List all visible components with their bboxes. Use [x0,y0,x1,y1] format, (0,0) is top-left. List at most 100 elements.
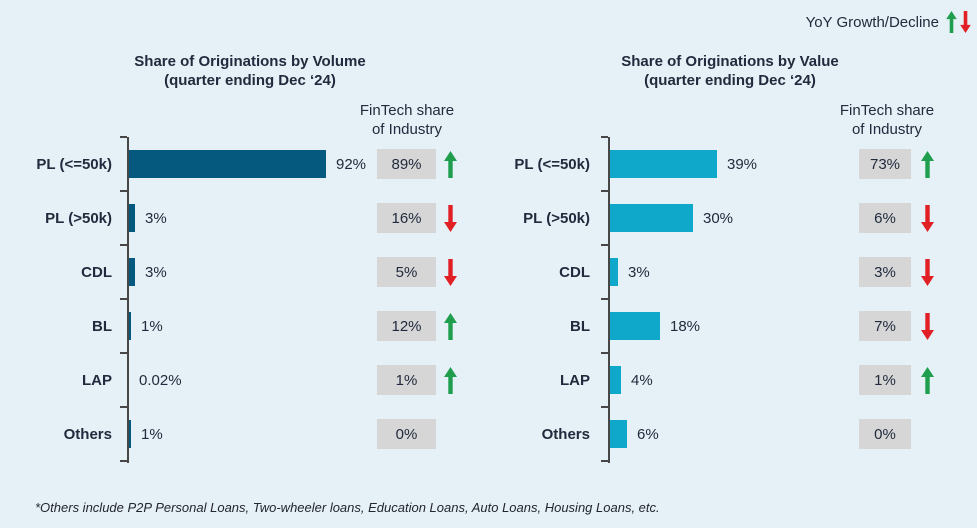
bar [610,204,693,232]
fintech-share-value: 12% [391,317,422,335]
category-label: CDL [81,263,112,281]
axis-tick [120,190,127,192]
category-label: Others [63,425,112,443]
axis-tick [120,244,127,246]
fintech-share-value: 1% [874,371,896,389]
category-label: Others [541,425,590,443]
axis-tick [601,352,608,354]
fintech-share-box: 7% [859,311,911,341]
y-axis [608,137,610,463]
axis-tick [120,136,127,138]
fintech-share-value: 5% [395,263,418,281]
fintech-share-box: 5% [377,257,436,287]
yoy-arrow [921,150,934,178]
fintech-share-box: 89% [377,149,436,179]
chart-title-block: Share of Originations by Value (quarter e… [575,52,885,90]
bar-value-label: 0.02% [139,371,182,389]
axis-tick [120,352,127,354]
category-label: BL [92,317,112,335]
bar-value-label: 18% [670,317,701,335]
yoy-arrow [921,258,934,286]
y-axis [127,137,129,463]
yoy-up-arrow-icon [444,312,457,340]
yoy-legend-label: YoY Growth/Decline [805,13,939,31]
fintech-share-box: 12% [377,311,436,341]
fintech-share-header-line1: FinTech share [839,102,935,119]
yoy-up-arrow-icon [946,11,957,33]
fintech-share-value: 6% [874,209,896,227]
fintech-share-value: 1% [395,371,418,389]
yoy-down-arrow-icon [921,258,934,286]
chart-subtitle: (quarter ending Dec ‘24) [164,72,336,89]
chart-title: Share of Originations by Volume [134,53,366,70]
yoy-arrow [444,150,457,178]
fintech-share-value: 0% [874,425,896,443]
yoy-down-arrow-icon [444,204,457,232]
fintech-share-value: 0% [395,425,418,443]
fintech-share-box: 73% [859,149,911,179]
bar-value-label: 6% [637,425,659,443]
bar-value-label: 1% [141,317,163,335]
bar [610,312,660,340]
yoy-up-arrow-icon [444,150,457,178]
fintech-share-box: 1% [859,365,911,395]
axis-tick [601,406,608,408]
category-label: PL (>50k) [45,209,112,227]
bar [129,420,131,448]
yoy-up-arrow-icon [921,366,934,394]
bar [610,150,717,178]
yoy-legend: YoY Growth/Decline [806,11,971,33]
yoy-up-arrow-icon [921,150,934,178]
yoy-down-arrow-icon [960,11,971,33]
yoy-up-arrow-icon [444,366,457,394]
fintech-share-box: 6% [859,203,911,233]
chart-title-block: Share of Originations by Volume (quarter … [95,52,405,90]
yoy-down-arrow-icon [921,204,934,232]
yoy-arrow [444,312,457,340]
yoy-arrow [921,366,934,394]
fintech-share-box: 3% [859,257,911,287]
bar [129,150,326,178]
fintech-share-header: FinTech share of Industry [822,101,952,139]
fintech-share-box: 1% [377,365,436,395]
yoy-arrow [444,366,457,394]
yoy-legend-arrows [946,11,971,33]
chart-title: Share of Originations by Value [621,53,839,70]
bar-value-label: 3% [145,263,167,281]
category-label: PL (>50k) [523,209,590,227]
category-label: BL [570,317,590,335]
bar [610,258,618,286]
yoy-arrow [444,204,457,232]
footnote: *Others include P2P Personal Loans, Two-… [35,500,660,515]
axis-tick [601,136,608,138]
category-label: LAP [82,371,112,389]
fintech-share-header-line1: FinTech share [359,102,455,119]
bar [129,258,135,286]
axis-tick [120,406,127,408]
fintech-share-header-line2: of Industry [371,121,443,138]
yoy-down-arrow-icon [921,312,934,340]
axis-tick [120,298,127,300]
fintech-share-header: FinTech share of Industry [342,101,472,139]
fintech-share-value: 16% [391,209,422,227]
bar [610,366,621,394]
yoy-down-arrow-icon [444,258,457,286]
fintech-share-header-line2: of Industry [851,121,923,138]
bar-value-label: 30% [703,209,734,227]
category-label: CDL [559,263,590,281]
fintech-share-box: 16% [377,203,436,233]
category-label: LAP [560,371,590,389]
bar-value-label: 92% [336,155,367,173]
yoy-arrow [921,204,934,232]
fintech-share-value: 7% [874,317,896,335]
fintech-share-value: 73% [869,155,901,173]
axis-tick [601,298,608,300]
axis-tick [120,460,127,462]
fintech-share-box: 0% [377,419,436,449]
fintech-share-value: 3% [874,263,896,281]
axis-tick [601,190,608,192]
category-label: PL (<=50k) [36,155,112,173]
